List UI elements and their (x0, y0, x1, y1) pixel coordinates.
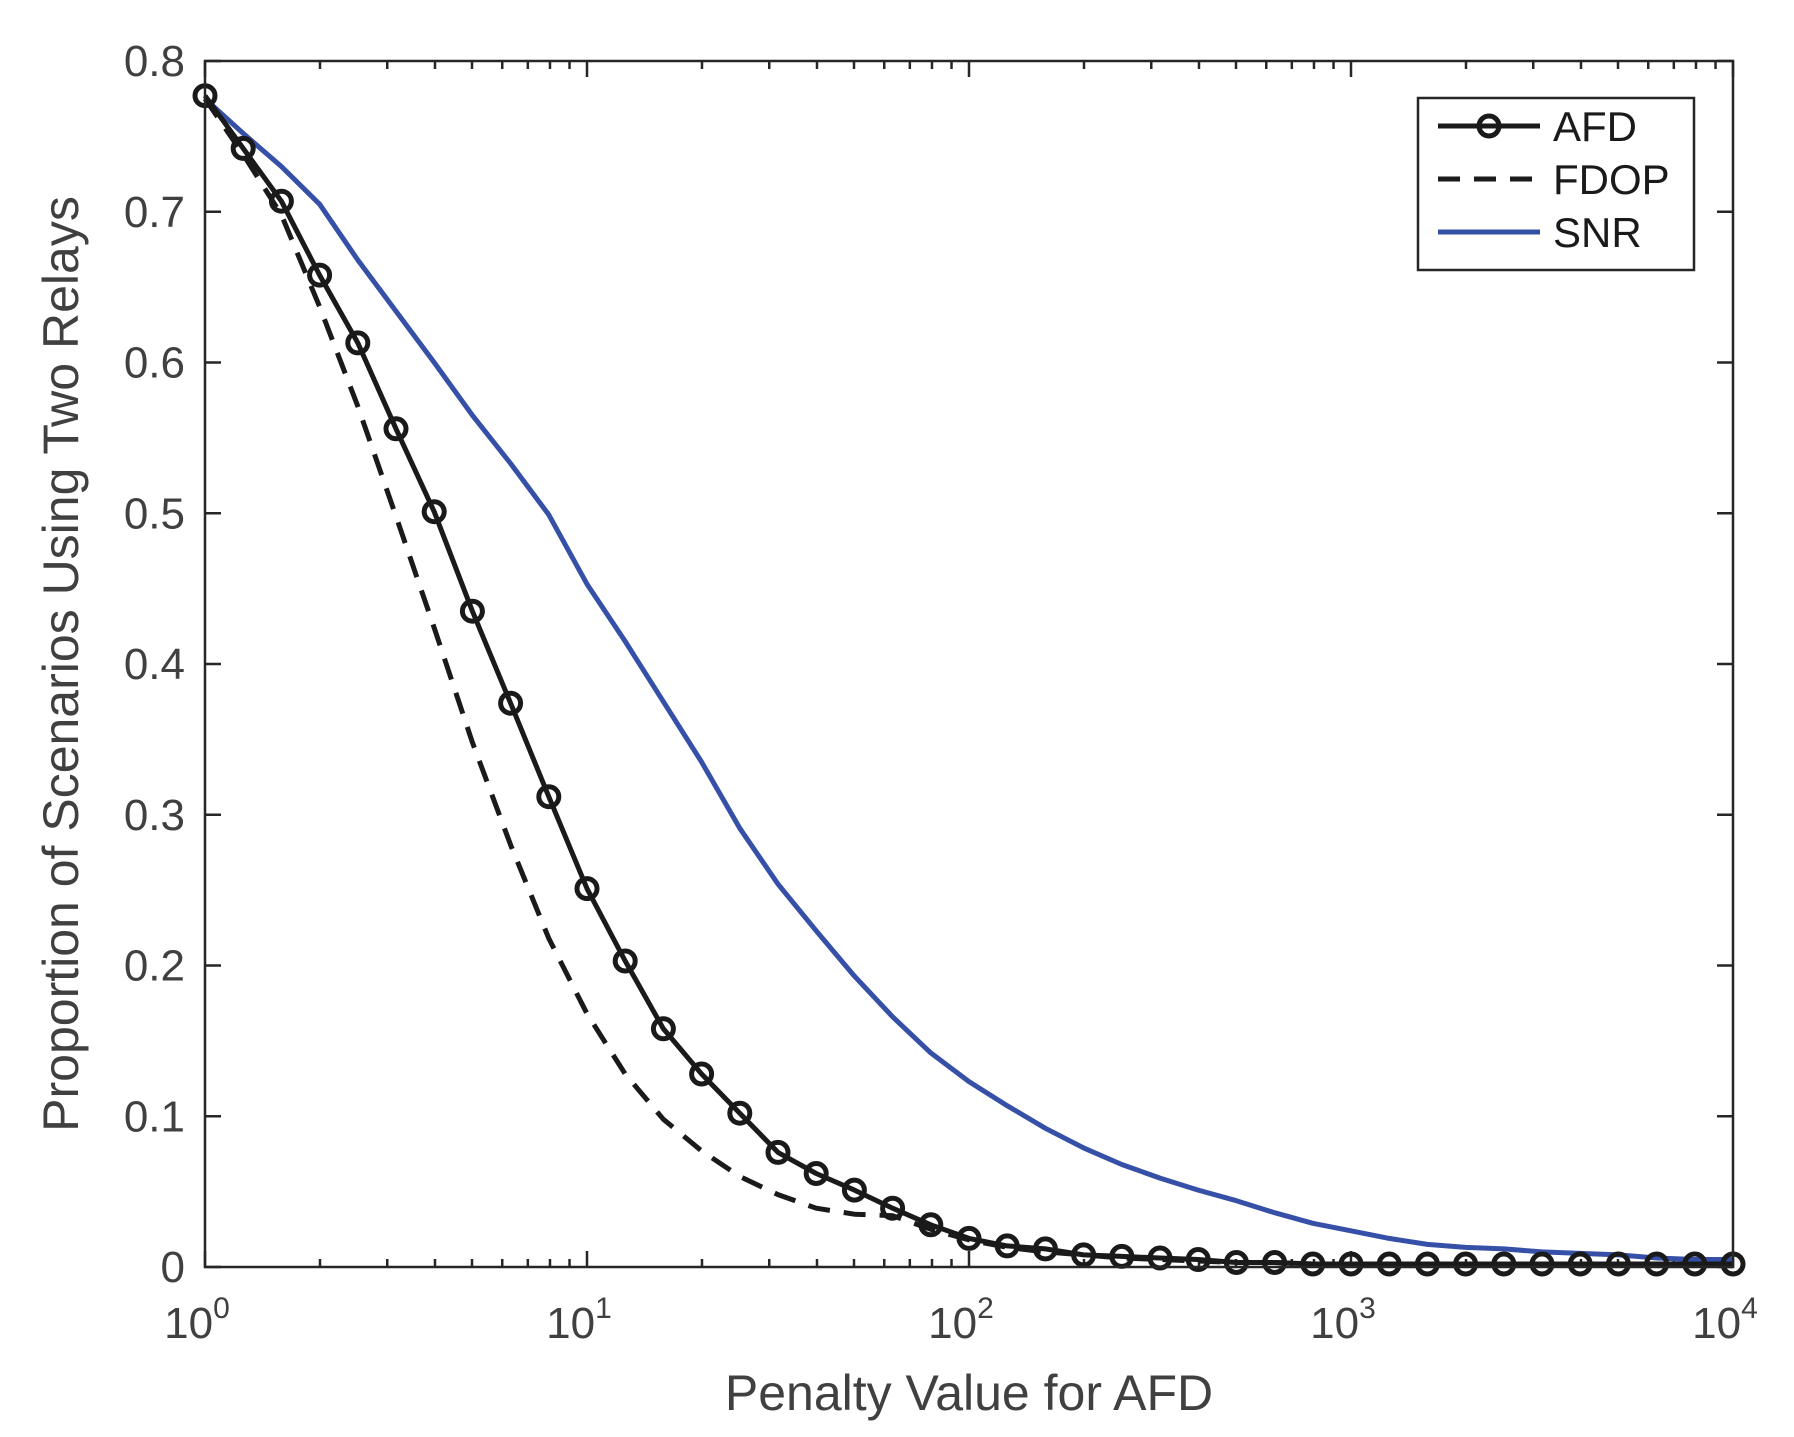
data-point-afd (1529, 1251, 1555, 1277)
data-point-afd (1223, 1250, 1249, 1275)
data-point-afd (1414, 1251, 1440, 1277)
y-tick-label: 0.5 (124, 489, 185, 538)
data-point-afd (918, 1212, 944, 1238)
data-point-afd (803, 1161, 829, 1186)
data-point-afd (727, 1100, 753, 1126)
data-point-afd (230, 135, 256, 161)
data-point-afd (1032, 1236, 1058, 1262)
data-point-afd (498, 690, 524, 716)
data-point-afd (268, 188, 294, 214)
data-point-afd (383, 416, 409, 442)
series-line-fdop (202, 97, 1351, 1267)
data-point-afd (307, 262, 333, 288)
data-point-afd (1338, 1251, 1364, 1277)
data-point-afd (994, 1233, 1020, 1259)
x-axis-title: Penalty Value for AFD (725, 1365, 1213, 1421)
data-point-afd (1682, 1251, 1708, 1277)
data-point-afd (880, 1195, 906, 1221)
legend-label-afd: AFD (1553, 103, 1637, 150)
y-tick-labels: 0 0.1 0.2 0.3 0.4 0.5 0.6 0.7 0.8 (124, 37, 185, 1292)
series-line-afd (202, 94, 1733, 1267)
data-point-afd (1185, 1247, 1211, 1272)
y-tick-label: 0.3 (124, 791, 185, 840)
legend: AFD FDOP SNR (1416, 96, 1696, 272)
y-tick-label: 0.6 (124, 339, 185, 388)
data-point-afd (345, 330, 371, 356)
data-point-afd (1376, 1251, 1402, 1277)
x-tick-label: 100 (164, 1292, 230, 1348)
y-tick-label: 0 (161, 1243, 185, 1292)
data-point-afd (841, 1177, 867, 1203)
x-tick-labels: 100 101 102 103 104 (164, 1292, 1758, 1348)
series-layer (192, 83, 1746, 1277)
data-point-afd (1147, 1245, 1173, 1271)
y-tick-label: 0.4 (124, 640, 185, 689)
y-tick-label: 0.1 (124, 1092, 185, 1141)
legend-label-fdop: FDOP (1553, 156, 1670, 203)
data-point-afd (1109, 1243, 1135, 1269)
data-point-afd (1453, 1251, 1479, 1277)
data-point-afd (956, 1225, 982, 1251)
legend-marker-afd (1476, 113, 1502, 139)
data-point-afd (1262, 1250, 1288, 1275)
y-tick-label: 0.7 (124, 188, 185, 237)
data-point-afd (1491, 1251, 1517, 1277)
data-point-afd (1567, 1251, 1593, 1277)
x-tick-label: 102 (928, 1292, 994, 1348)
data-point-afd (459, 598, 485, 624)
data-point-afd (1071, 1242, 1097, 1268)
data-point-afd (421, 499, 447, 525)
data-point-afd (1644, 1251, 1670, 1277)
data-point-afd (1300, 1251, 1326, 1277)
data-point-afd (536, 784, 562, 810)
x-tick-label: 104 (1692, 1292, 1758, 1348)
data-point-afd (1605, 1251, 1631, 1277)
y-axis-title: Proportion of Scenarios Using Two Relays (33, 196, 89, 1132)
y-tick-label: 0.8 (124, 37, 185, 86)
data-point-afd (765, 1139, 791, 1165)
data-point-afd (650, 1016, 676, 1042)
legend-label-snr: SNR (1553, 209, 1642, 256)
data-point-afd (689, 1061, 715, 1087)
x-tick-label: 101 (546, 1292, 612, 1348)
x-tick-label: 103 (1310, 1292, 1376, 1348)
y-tick-label: 0.2 (124, 942, 185, 991)
data-point-afd (612, 948, 638, 974)
plot-frame (203, 59, 1735, 1269)
series-line-snr (203, 96, 1733, 1262)
data-point-afd (574, 876, 600, 902)
